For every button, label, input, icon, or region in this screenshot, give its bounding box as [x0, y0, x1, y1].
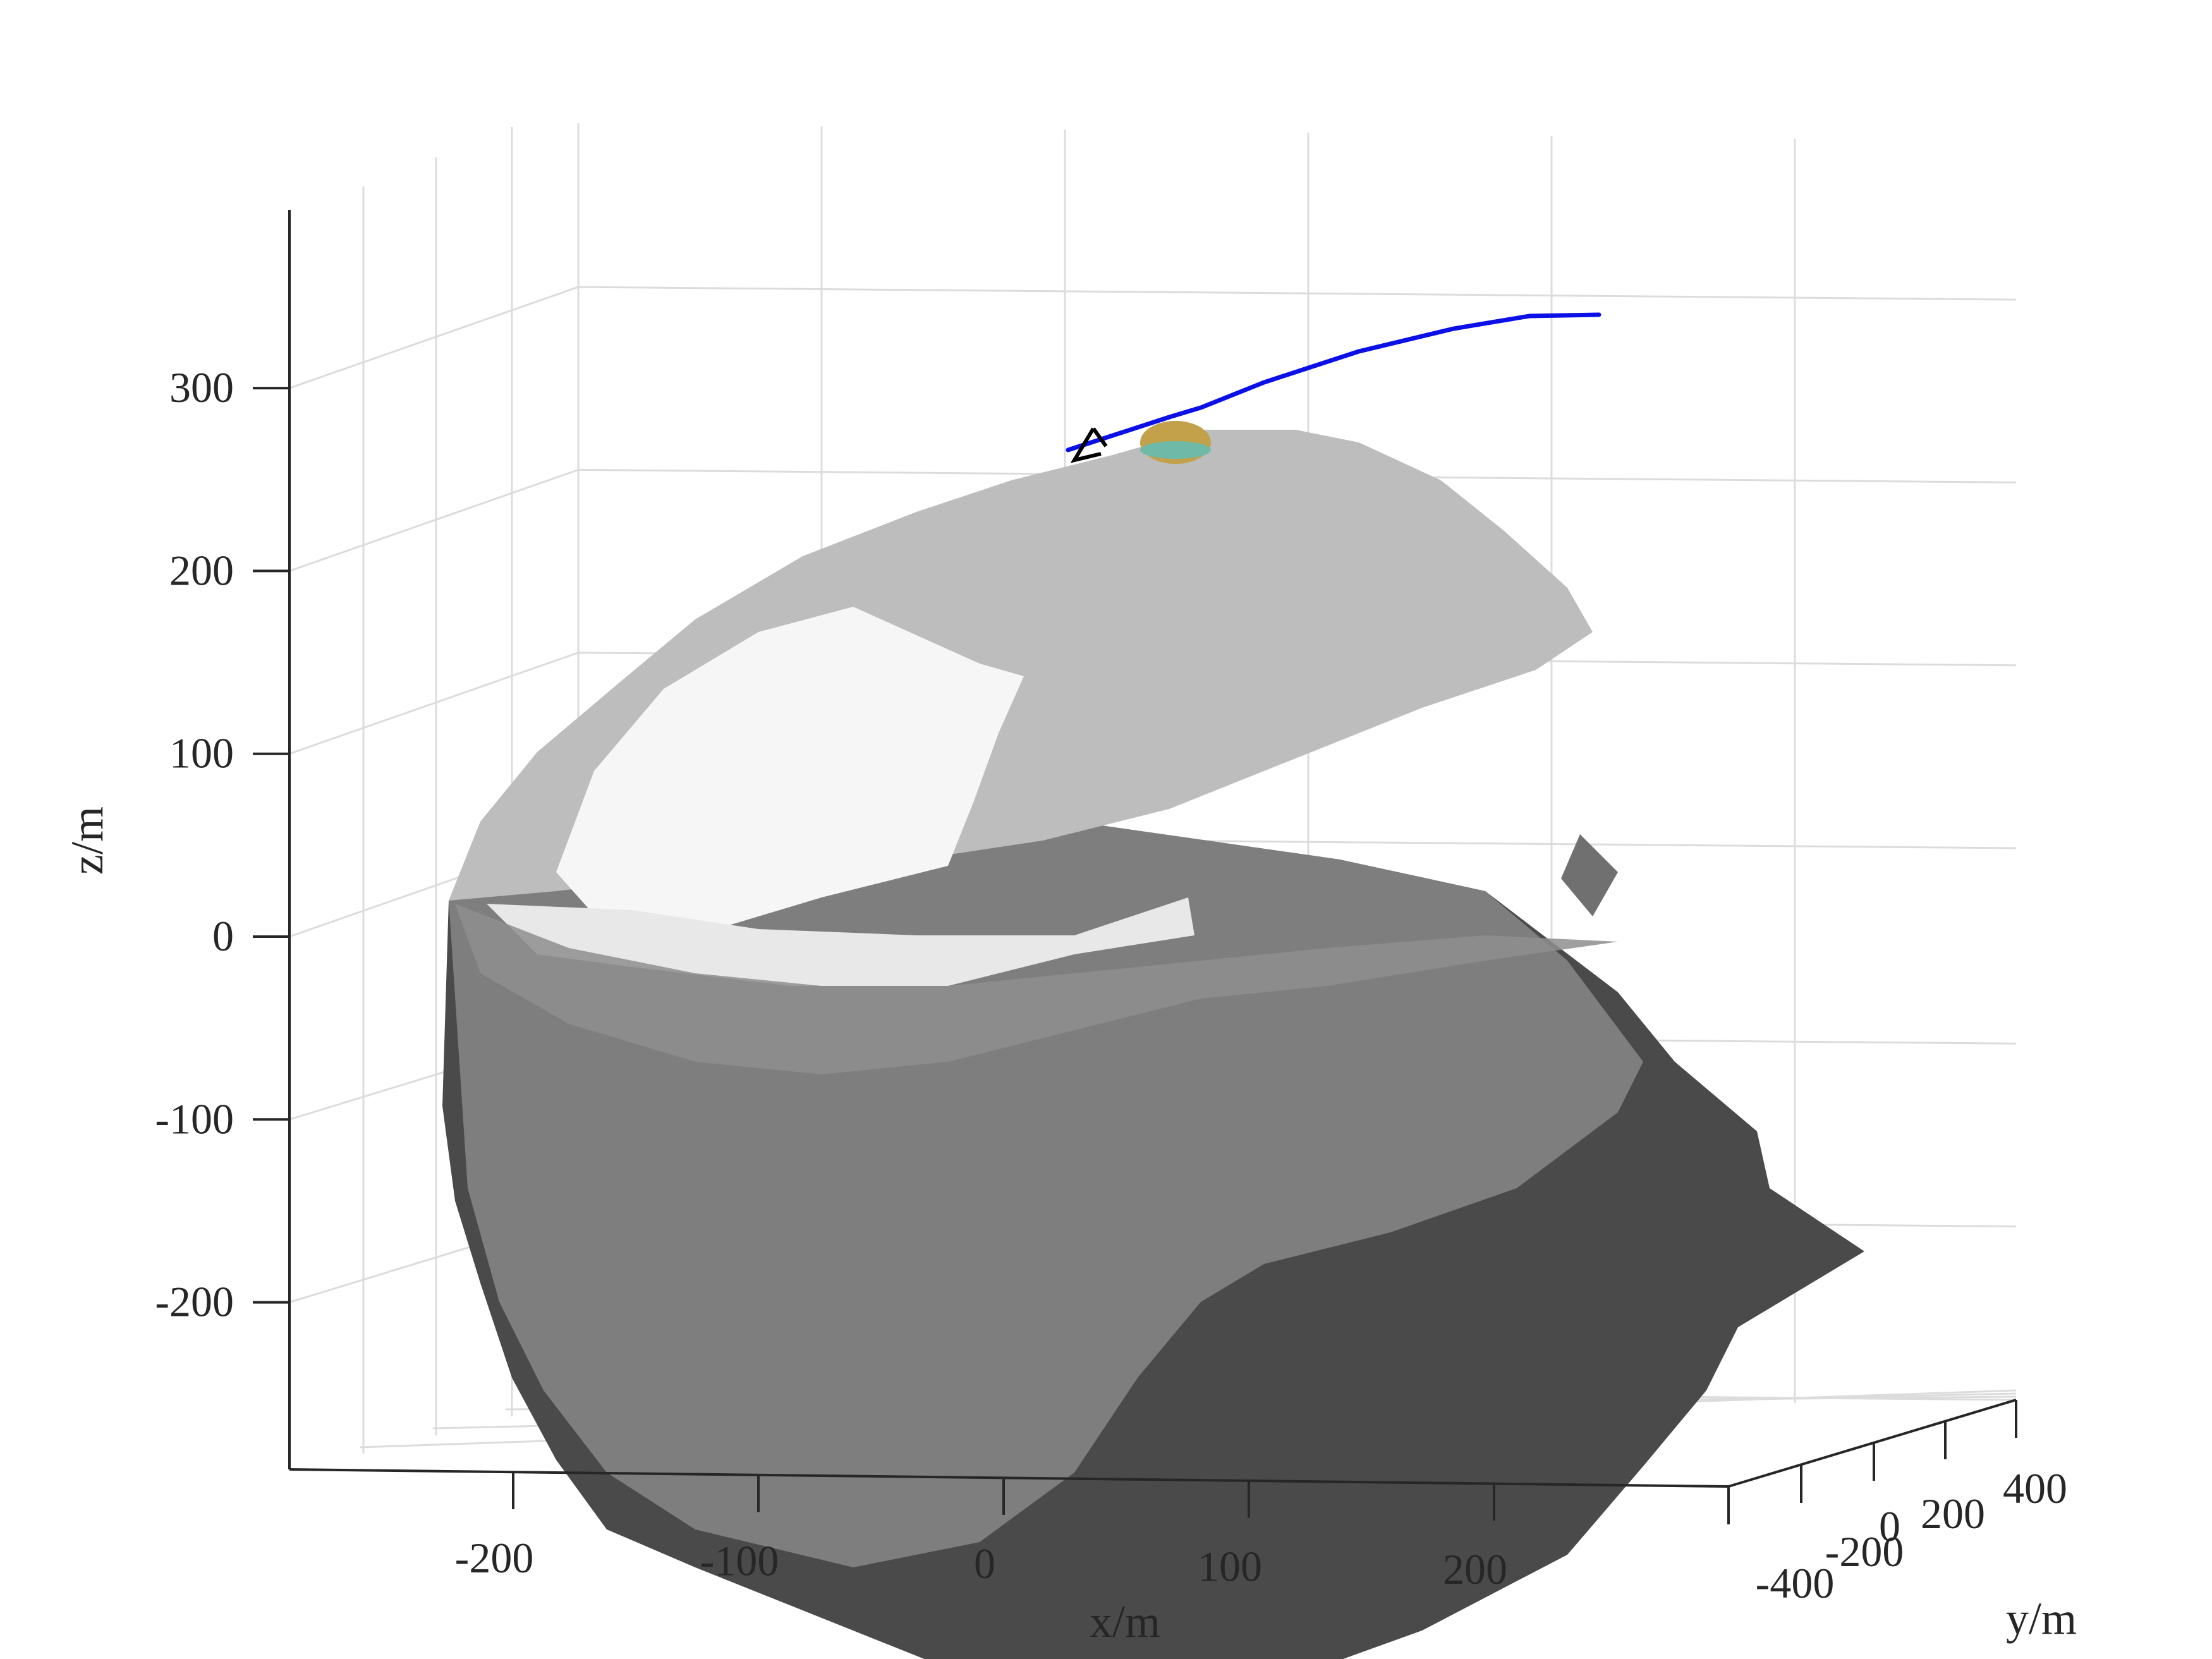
y-tick-label: 400	[2003, 1464, 2067, 1512]
z-tick-label: 100	[169, 729, 234, 777]
z-tick-label: -200	[155, 1278, 234, 1326]
x-tick-label: 100	[1198, 1543, 1262, 1591]
axes	[288, 210, 2017, 1488]
arrow-marker	[1070, 427, 1108, 463]
grid-line-z-left	[289, 652, 579, 755]
z-tick-label: 0	[212, 912, 234, 960]
grid-line-z-left	[289, 286, 579, 389]
asteroid-equator-band	[455, 904, 1618, 1074]
asteroid-mesh	[442, 430, 1864, 1659]
y-tick-label: -400	[1756, 1559, 1835, 1607]
x-axis-label: x/m	[1090, 1596, 1160, 1647]
x-tick-label: -200	[455, 1534, 534, 1582]
y-tick-label: 200	[1921, 1490, 1985, 1538]
trajectory-line	[1066, 312, 1601, 453]
asteroid-equator-highlight	[487, 897, 1194, 986]
z-tick-label: 300	[169, 363, 234, 411]
lander-dome-base	[1140, 441, 1211, 459]
grid-line-z-left	[289, 468, 579, 572]
y-tick-label: -200	[1825, 1528, 1904, 1576]
trajectory-overlays	[1066, 312, 1601, 464]
asteroid-dark-spot	[1561, 834, 1618, 916]
y-tick-label: 0	[1879, 1502, 1900, 1550]
x-tick-label: 200	[1443, 1545, 1507, 1593]
z-axis-label: z/m	[62, 806, 112, 875]
asteroid-highlight-region	[556, 607, 1024, 935]
y-axis-line	[1728, 1399, 2017, 1488]
z-tick-label: 200	[169, 546, 234, 594]
z-tick-label: -100	[155, 1095, 234, 1143]
grid-line-z-back	[578, 286, 2017, 301]
x-tick-label: 0	[974, 1540, 995, 1588]
x-axis-line	[289, 1468, 1729, 1488]
y-axis-label: y/m	[2006, 1593, 2077, 1644]
x-tick-label: -100	[700, 1537, 779, 1585]
